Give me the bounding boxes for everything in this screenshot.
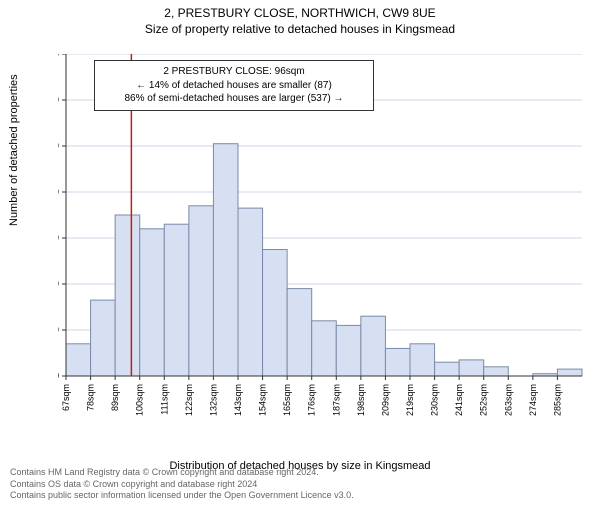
histogram-bar bbox=[189, 206, 214, 376]
x-tick-label: 143sqm bbox=[233, 384, 243, 416]
histogram-bar bbox=[459, 360, 484, 376]
x-tick-label: 165sqm bbox=[282, 384, 292, 416]
histogram-bar bbox=[263, 250, 288, 377]
histogram-bar bbox=[238, 208, 263, 376]
x-tick-label: 154sqm bbox=[258, 384, 268, 416]
attribution-line3: Contains public sector information licen… bbox=[10, 490, 354, 502]
svg-text:100: 100 bbox=[58, 141, 59, 152]
histogram-bar bbox=[287, 289, 312, 376]
histogram-bar bbox=[336, 325, 361, 376]
svg-text:120: 120 bbox=[58, 95, 59, 106]
histogram-bar bbox=[557, 369, 582, 376]
x-tick-label: 100sqm bbox=[135, 384, 145, 416]
svg-text:60: 60 bbox=[58, 233, 59, 244]
x-tick-label: 230sqm bbox=[430, 384, 440, 416]
x-tick-label: 89sqm bbox=[110, 384, 120, 411]
annotation-box: 2 PRESTBURY CLOSE: 96sqm ← 14% of detach… bbox=[94, 60, 374, 111]
histogram-bar bbox=[385, 348, 410, 376]
histogram-bar bbox=[484, 367, 509, 376]
x-tick-label: 67sqm bbox=[61, 384, 71, 411]
svg-text:80: 80 bbox=[58, 187, 59, 198]
attribution-line1: Contains HM Land Registry data © Crown c… bbox=[10, 467, 354, 479]
attribution-line2: Contains OS data © Crown copyright and d… bbox=[10, 479, 354, 491]
y-axis-label: Number of detached properties bbox=[8, 74, 20, 226]
x-tick-label: 241sqm bbox=[454, 384, 464, 416]
x-tick-label: 187sqm bbox=[331, 384, 341, 416]
x-tick-label: 122sqm bbox=[184, 384, 194, 416]
annotation-line2: ← 14% of detached houses are smaller (87… bbox=[103, 79, 365, 93]
svg-text:20: 20 bbox=[58, 325, 59, 336]
x-tick-label: 111sqm bbox=[159, 384, 169, 415]
histogram-bar bbox=[66, 344, 91, 376]
attribution-text: Contains HM Land Registry data © Crown c… bbox=[10, 467, 354, 502]
svg-text:40: 40 bbox=[58, 279, 59, 290]
annotation-line3: 86% of semi-detached houses are larger (… bbox=[103, 92, 365, 106]
histogram-bar bbox=[140, 229, 165, 376]
x-tick-label: 78sqm bbox=[86, 384, 96, 411]
x-tick-label: 263sqm bbox=[503, 384, 513, 416]
histogram-bar bbox=[164, 224, 189, 376]
x-tick-label: 219sqm bbox=[405, 384, 415, 416]
svg-text:0: 0 bbox=[58, 371, 59, 382]
x-tick-label: 285sqm bbox=[552, 384, 562, 416]
x-tick-label: 176sqm bbox=[307, 384, 317, 416]
x-tick-label: 209sqm bbox=[380, 384, 390, 416]
x-tick-label: 274sqm bbox=[528, 384, 538, 416]
chart-title-sub: Size of property relative to detached ho… bbox=[0, 22, 600, 36]
histogram-bar bbox=[91, 300, 116, 376]
histogram-bar bbox=[115, 215, 140, 376]
x-tick-label: 132sqm bbox=[208, 384, 218, 416]
x-tick-label: 198sqm bbox=[356, 384, 366, 416]
histogram-bar bbox=[361, 316, 386, 376]
histogram-bar bbox=[213, 144, 238, 376]
x-tick-label: 252sqm bbox=[479, 384, 489, 416]
histogram-bar bbox=[410, 344, 435, 376]
svg-text:140: 140 bbox=[58, 54, 59, 60]
chart-title-main: 2, PRESTBURY CLOSE, NORTHWICH, CW9 8UE bbox=[0, 6, 600, 20]
histogram-bar bbox=[435, 362, 460, 376]
annotation-line1: 2 PRESTBURY CLOSE: 96sqm bbox=[103, 65, 365, 79]
histogram-bar bbox=[312, 321, 337, 376]
